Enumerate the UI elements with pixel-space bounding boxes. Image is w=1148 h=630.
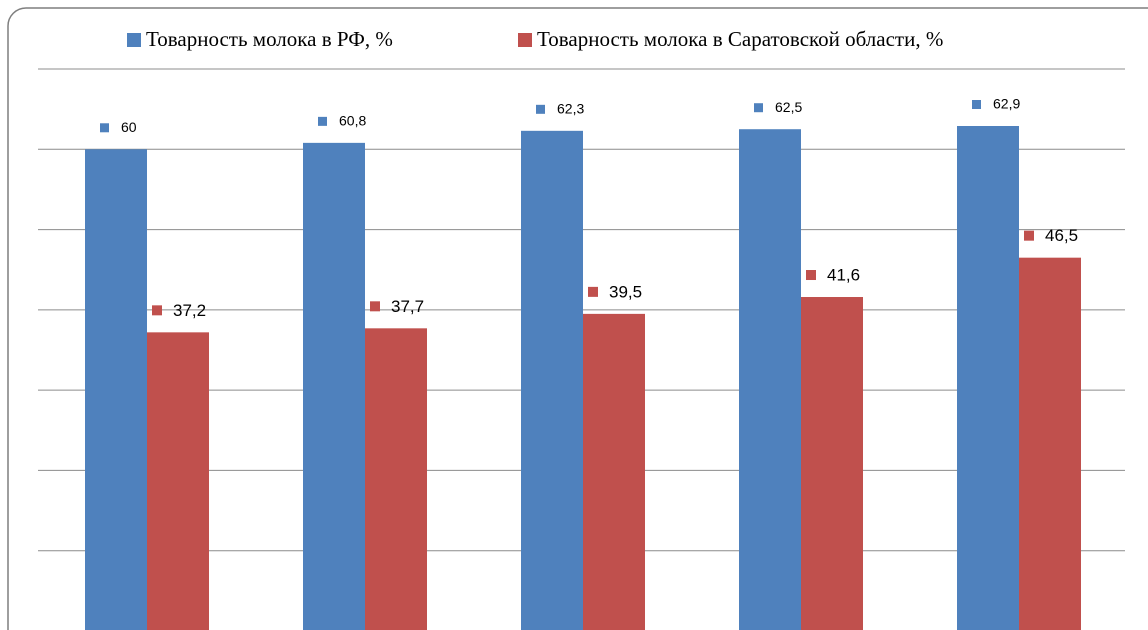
value-label: 60,8 [339, 113, 366, 129]
value-label-marker [370, 301, 380, 312]
bar [303, 142, 365, 630]
value-label: 62,9 [993, 96, 1020, 112]
value-label-marker [588, 286, 598, 297]
value-label: 37,7 [391, 297, 424, 316]
value-label: 41,6 [827, 265, 860, 284]
value-label-marker [318, 116, 327, 126]
value-label: 37,2 [173, 301, 206, 320]
bar [957, 126, 1019, 630]
bar [147, 332, 209, 630]
value-label: 39,5 [609, 282, 642, 301]
legend-label: Товарность молока в РФ, % [146, 27, 393, 51]
value-label-marker [1024, 230, 1034, 241]
bar [739, 129, 801, 630]
bar [521, 130, 583, 630]
legend-marker [518, 33, 532, 47]
value-label: 62,5 [775, 99, 802, 115]
bar [85, 149, 147, 630]
value-label-marker [972, 100, 981, 110]
bar [583, 313, 645, 630]
legend-label: Товарность молока в Саратовской области,… [537, 27, 943, 51]
bar [801, 297, 863, 630]
value-label-marker [536, 104, 545, 114]
bar [1019, 257, 1081, 630]
value-label-marker [152, 305, 162, 316]
value-label: 60 [121, 119, 137, 135]
value-label-marker [100, 123, 109, 133]
bar [365, 328, 427, 630]
value-label-marker [754, 103, 763, 113]
value-label: 62,3 [557, 101, 584, 117]
value-label: 46,5 [1045, 226, 1078, 245]
legend-marker [127, 33, 141, 47]
value-label-marker [806, 270, 816, 281]
